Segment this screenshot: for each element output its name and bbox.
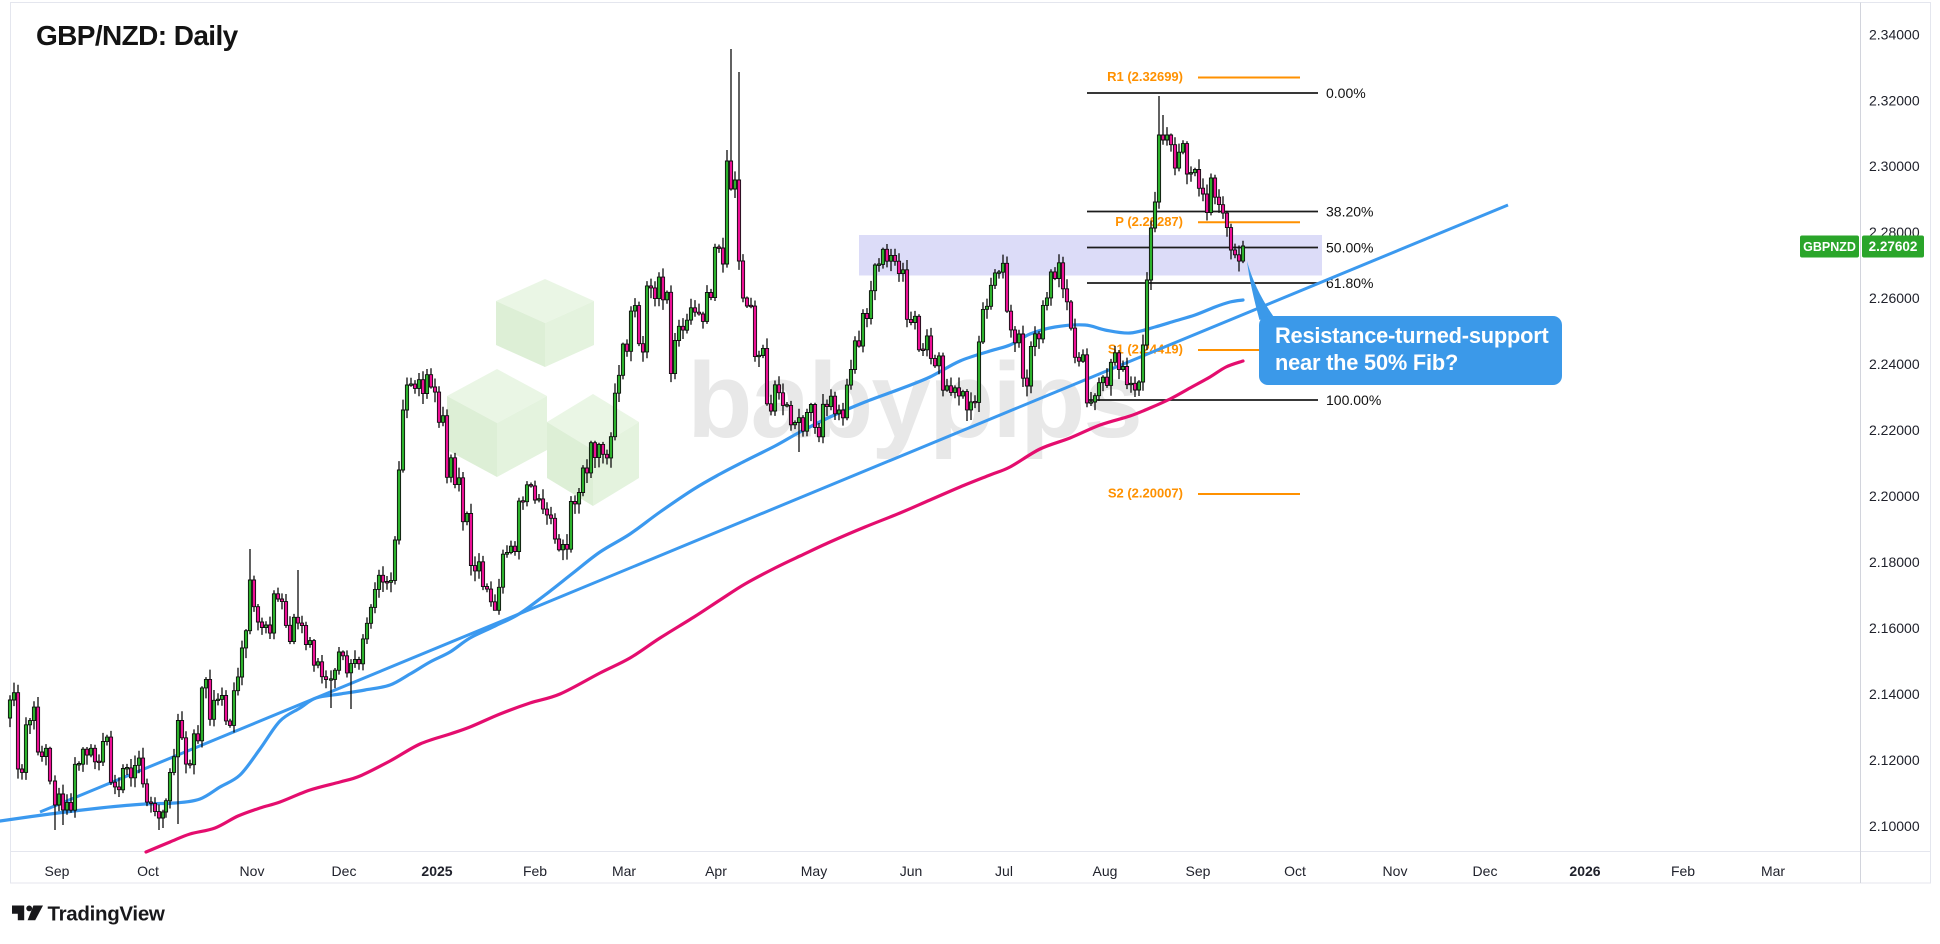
svg-text:2.32000: 2.32000 bbox=[1869, 92, 1920, 108]
svg-text:Jul: Jul bbox=[995, 863, 1013, 879]
svg-text:S1 (2.24419): S1 (2.24419) bbox=[1108, 342, 1183, 357]
svg-text:2.14000: 2.14000 bbox=[1869, 686, 1920, 702]
svg-text:Resistance-turned-support: Resistance-turned-support bbox=[1275, 323, 1549, 348]
svg-text:38.20%: 38.20% bbox=[1326, 204, 1373, 220]
svg-text:May: May bbox=[801, 863, 827, 879]
svg-text:GBPNZD: GBPNZD bbox=[1803, 240, 1856, 254]
svg-text:Nov: Nov bbox=[240, 863, 265, 879]
svg-text:Oct: Oct bbox=[137, 863, 159, 879]
svg-text:2.22000: 2.22000 bbox=[1869, 422, 1920, 438]
svg-text:TradingView: TradingView bbox=[48, 903, 165, 926]
svg-text:Aug: Aug bbox=[1093, 863, 1118, 879]
svg-text:Jun: Jun bbox=[900, 863, 923, 879]
svg-text:Mar: Mar bbox=[612, 863, 636, 879]
svg-text:Feb: Feb bbox=[523, 863, 547, 879]
svg-text:R1 (2.32699): R1 (2.32699) bbox=[1107, 69, 1183, 84]
svg-text:2.18000: 2.18000 bbox=[1869, 554, 1920, 570]
svg-text:2.26000: 2.26000 bbox=[1869, 290, 1920, 306]
svg-text:61.80%: 61.80% bbox=[1326, 275, 1373, 291]
svg-text:2.30000: 2.30000 bbox=[1869, 158, 1920, 174]
svg-text:near the 50% Fib?: near the 50% Fib? bbox=[1275, 350, 1458, 375]
svg-text:Dec: Dec bbox=[1473, 863, 1498, 879]
svg-text:2.16000: 2.16000 bbox=[1869, 620, 1920, 636]
svg-text:Nov: Nov bbox=[1383, 863, 1408, 879]
svg-text:Mar: Mar bbox=[1761, 863, 1785, 879]
svg-text:2.27602: 2.27602 bbox=[1869, 239, 1918, 254]
svg-text:Apr: Apr bbox=[705, 863, 727, 879]
svg-text:Oct: Oct bbox=[1284, 863, 1306, 879]
svg-text:2.12000: 2.12000 bbox=[1869, 752, 1920, 768]
svg-text:0.00%: 0.00% bbox=[1326, 85, 1366, 101]
svg-text:2026: 2026 bbox=[1569, 863, 1600, 879]
svg-text:2025: 2025 bbox=[421, 863, 452, 879]
svg-text:Sep: Sep bbox=[1186, 863, 1211, 879]
svg-text:P (2.28287): P (2.28287) bbox=[1115, 214, 1183, 229]
svg-text:2.20000: 2.20000 bbox=[1869, 488, 1920, 504]
svg-text:2.34000: 2.34000 bbox=[1869, 26, 1920, 42]
svg-text:GBP/NZD: Daily: GBP/NZD: Daily bbox=[36, 20, 239, 51]
svg-text:S2 (2.20007): S2 (2.20007) bbox=[1108, 486, 1183, 501]
svg-text:Sep: Sep bbox=[45, 863, 70, 879]
svg-text:2.10000: 2.10000 bbox=[1869, 818, 1920, 834]
svg-text:2.24000: 2.24000 bbox=[1869, 356, 1920, 372]
svg-text:50.00%: 50.00% bbox=[1326, 240, 1373, 256]
svg-text:Dec: Dec bbox=[332, 863, 357, 879]
svg-text:Feb: Feb bbox=[1671, 863, 1695, 879]
svg-text:100.00%: 100.00% bbox=[1326, 392, 1381, 408]
